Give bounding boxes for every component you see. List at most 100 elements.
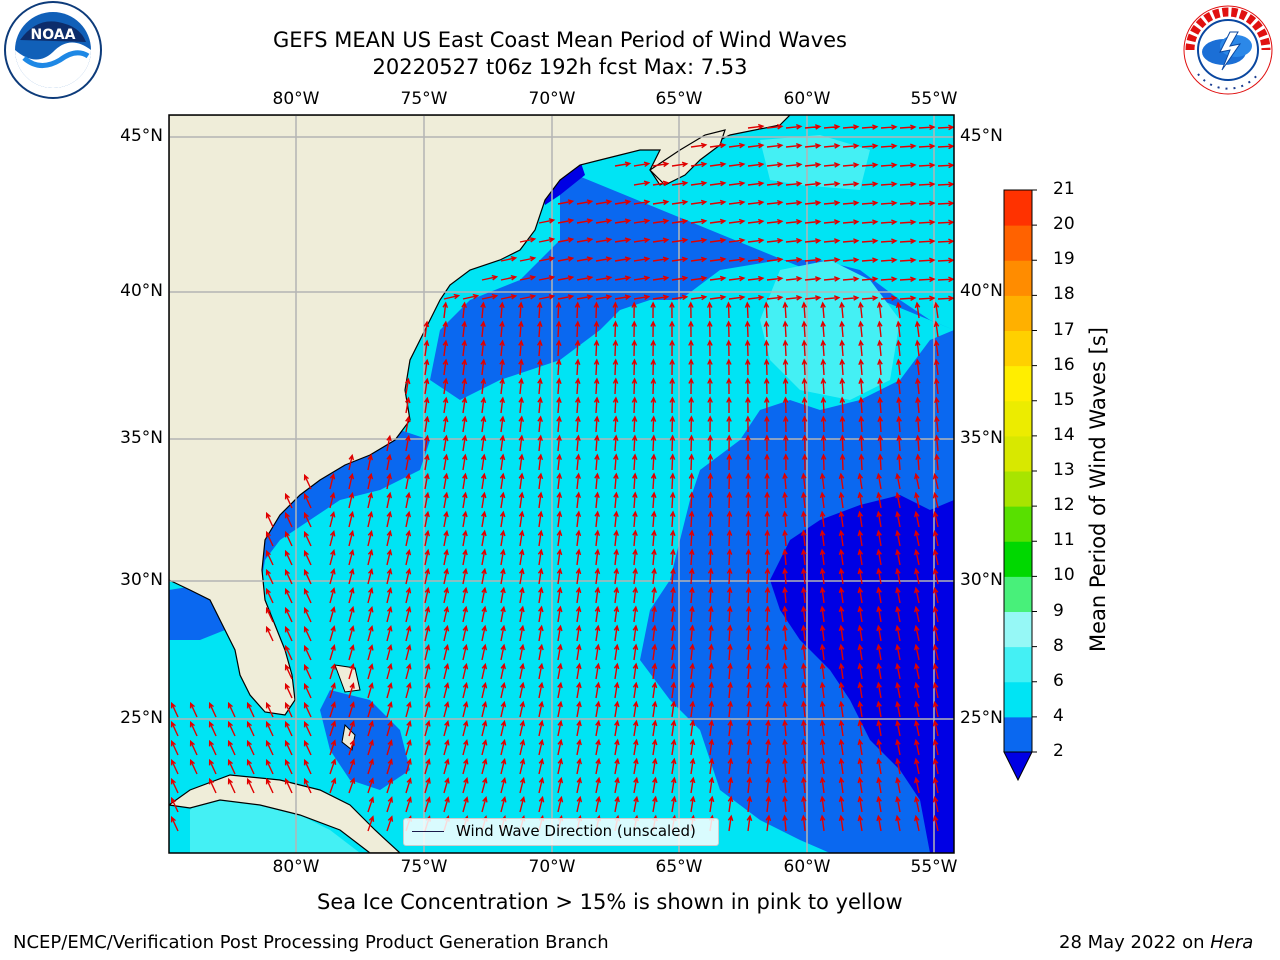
footer-host: Hera (1210, 932, 1254, 953)
wind-wave-arrow (170, 777, 179, 794)
wind-wave-arrow (462, 548, 468, 566)
wind-wave-arrow (631, 358, 638, 376)
wind-wave-arrow (858, 415, 865, 433)
wind-wave-arrow (726, 586, 733, 604)
wind-wave-arrow (633, 218, 651, 224)
wind-wave-arrow (265, 625, 274, 642)
wind-wave-arrow (386, 434, 392, 452)
wind-wave-arrow (782, 586, 788, 604)
wind-wave-arrow (443, 491, 449, 509)
wind-wave-arrow (670, 624, 676, 642)
wind-wave-arrow (727, 681, 733, 699)
wind-wave-arrow (745, 472, 751, 490)
wind-wave-arrow (764, 662, 771, 680)
lat-label-right-30n: 30°N (960, 570, 1003, 590)
wind-wave-arrow (880, 124, 898, 131)
wind-wave-arrow (877, 320, 883, 338)
wind-wave-arrow (857, 776, 864, 794)
wind-wave-arrow (651, 586, 657, 604)
wind-wave-arrow (480, 491, 487, 509)
wind-wave-arrow (555, 339, 562, 357)
wind-wave-arrow (670, 776, 677, 794)
wind-wave-arrow (405, 739, 412, 756)
wind-wave-arrow (727, 757, 734, 775)
wind-wave-arrow (876, 605, 882, 623)
wind-wave-arrow (303, 644, 312, 661)
wind-wave-arrow (764, 472, 770, 490)
wind-wave-arrow (594, 605, 601, 623)
wind-wave-arrow (688, 510, 695, 528)
wind-wave-arrow (801, 624, 807, 642)
lon-label-bottom-55w: 55°W (910, 857, 958, 877)
wind-wave-arrow (899, 181, 917, 188)
wind-wave-arrow (804, 124, 822, 130)
wind-wave-arrow (651, 681, 658, 699)
wind-wave-arrow (405, 624, 412, 642)
wind-wave-arrow (556, 586, 563, 604)
wind-wave-arrow (858, 339, 864, 357)
wind-wave-arrow (595, 199, 613, 205)
wind-wave-arrow (670, 757, 677, 775)
wind-wave-arrow (284, 663, 293, 680)
colorbar-segment (1004, 260, 1032, 296)
colorbar-tick-label: 15 (1053, 389, 1075, 410)
wind-wave-arrow (612, 301, 619, 319)
wind-wave-arrow (707, 358, 713, 376)
wind-wave-arrow (726, 453, 733, 471)
wind-wave-arrow (895, 738, 901, 756)
wind-wave-arrow (613, 510, 619, 528)
colorbar-tick-label: 14 (1053, 424, 1075, 445)
wind-wave-arrow (895, 605, 901, 623)
wind-wave-arrow (423, 358, 430, 376)
wind-wave-arrow (367, 529, 374, 547)
wind-wave-arrow (423, 377, 430, 395)
wind-wave-arrow (857, 586, 864, 604)
wind-wave-arrow (932, 776, 939, 794)
wind-wave-arrow (764, 491, 770, 509)
wind-wave-arrow (727, 776, 734, 794)
wind-wave-arrow (303, 701, 312, 718)
wind-wave-arrow (461, 453, 468, 471)
wind-wave-arrow (576, 256, 594, 262)
wind-wave-arrow (932, 548, 939, 566)
ocean-region-6-8s-central (760, 260, 900, 400)
wind-wave-arrow (576, 218, 594, 224)
wind-wave-arrow (613, 643, 620, 661)
wind-wave-arrow (670, 605, 676, 623)
wind-wave-arrow (857, 795, 864, 813)
wind-wave-arrow (303, 663, 312, 680)
wind-wave-arrow (895, 643, 901, 661)
wind-wave-arrow (746, 795, 753, 813)
wind-wave-arrow (744, 377, 751, 395)
wind-wave-arrow (937, 276, 954, 283)
wind-wave-arrow (670, 700, 677, 718)
wind-wave-arrow (801, 795, 807, 813)
wind-wave-arrow (858, 434, 865, 452)
nws-logo (1183, 5, 1273, 95)
wind-wave-arrow (537, 434, 543, 452)
wind-wave-arrow (861, 276, 879, 282)
wind-wave-arrow (690, 180, 708, 187)
wind-wave-arrow (594, 434, 600, 452)
wind-wave-arrow (481, 662, 488, 680)
wind-wave-arrow (632, 719, 639, 737)
wind-wave-arrow (747, 142, 765, 149)
wind-wave-arrow (895, 700, 901, 718)
wind-wave-arrow (575, 529, 582, 547)
wind-wave-arrow (518, 510, 525, 528)
wind-wave-arrow (367, 510, 374, 528)
wind-wave-arrow (348, 739, 355, 756)
wind-wave-arrow (557, 256, 575, 262)
wind-wave-arrow (614, 795, 620, 813)
wind-wave-arrow (706, 301, 713, 319)
wind-wave-arrow (690, 218, 708, 225)
wind-wave-arrow (899, 143, 917, 150)
wind-wave-arrow (386, 624, 393, 642)
wind-wave-arrow (745, 567, 752, 585)
wind-wave-arrow (462, 662, 469, 680)
wind-wave-arrow (499, 301, 505, 319)
lat-label-left-30n: 30°N (120, 570, 163, 590)
wind-wave-arrow (576, 700, 582, 718)
wind-wave-arrow (782, 681, 788, 699)
wind-wave-arrow (744, 320, 751, 338)
